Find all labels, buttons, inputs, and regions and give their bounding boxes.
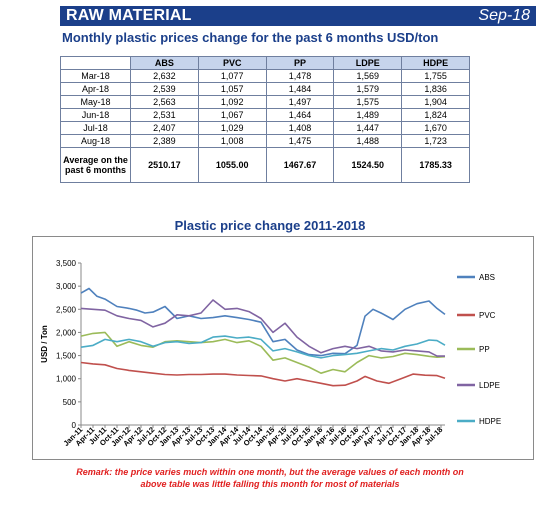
chart-frame: 0 500 1,000 1,500 2,000 2,500 3,000 3,500 USD / … [32,236,534,460]
remark-line-1: Remark: the price varies much within one… [76,467,464,477]
table-row: Mar-18 2,632 1,077 1,478 1,569 1,755 [60,69,470,83]
average-cell: 1055.00 [197,147,267,183]
price-cell: 1,029 [197,121,267,135]
average-cell: 2510.17 [130,147,199,183]
price-cell: 2,407 [130,121,199,135]
row-month: Mar-18 [60,69,131,83]
price-cell: 1,904 [401,95,470,109]
y-tick-label: 1,000 [56,375,77,384]
header-banner: RAW MATERIAL Sep-18 [60,6,536,26]
price-cell: 2,531 [130,108,199,122]
legend-label: PP [479,345,490,354]
price-cell: 1,755 [401,69,470,83]
price-cell: 1,077 [197,69,267,83]
column-header: LDPE [333,56,403,70]
row-month: Apr-18 [60,82,131,96]
price-cell: 1,497 [265,95,335,109]
y-tick-label: 3,000 [56,282,77,291]
price-cell: 1,008 [197,134,267,148]
table-row: May-18 2,563 1,092 1,497 1,575 1,904 [60,95,470,109]
table-title: Monthly plastic prices change for the pa… [62,30,439,45]
price-cell: 1,824 [401,108,470,122]
y-tick-label: 3,500 [56,259,77,268]
legend-label: PVC [479,311,496,320]
price-cell: 1,575 [333,95,403,109]
price-cell: 1,484 [265,82,335,96]
average-row: Average on the past 6 months 2510.17 1055.… [60,147,470,183]
price-cell: 1,447 [333,121,403,135]
average-cell: 1467.67 [265,147,335,183]
price-cell: 1,464 [265,108,335,122]
price-cell: 1,488 [333,134,403,148]
y-tick-label: 0 [72,421,77,430]
y-tick-label: 1,500 [56,352,77,361]
price-table: ABS PVC PP LDPE HDPE Mar-18 2,632 1,077 1,4… [60,56,470,183]
remark-line-2: above table was little falling this mont… [140,479,400,489]
price-cell: 2,389 [130,134,199,148]
table-corner-cell [60,56,131,70]
price-cell: 1,579 [333,82,403,96]
remark: Remark: the price varies much within one… [0,466,540,490]
price-cell: 1,670 [401,121,470,135]
price-cell: 2,632 [130,69,199,83]
legend-label: HDPE [479,417,501,426]
series-line-abs [80,287,446,357]
price-cell: 1,067 [197,108,267,122]
row-month: Jul-18 [60,121,131,135]
table-row: Aug-18 2,389 1,008 1,475 1,488 1,723 [60,134,470,148]
price-cell: 2,563 [130,95,199,109]
table-row: Jul-18 2,407 1,029 1,408 1,447 1,670 [60,121,470,135]
column-header: ABS [130,56,199,70]
table-header-row: ABS PVC PP LDPE HDPE [60,56,470,70]
table-row: Apr-18 2,539 1,057 1,484 1,579 1,836 [60,82,470,96]
chart-title: Plastic price change 2011-2018 [174,218,366,233]
series-line-ldpe [80,299,445,357]
y-tick-label: 2,000 [56,328,77,337]
row-month: Aug-18 [60,134,131,148]
table-row: Jun-18 2,531 1,067 1,464 1,489 1,824 [60,108,470,122]
header-date: Sep-18 [478,7,530,24]
price-cell: 1,057 [197,82,267,96]
y-tick-label: 2,500 [56,305,77,314]
row-month: Jun-18 [60,108,131,122]
average-cell: 1785.33 [401,147,470,183]
column-header: PP [265,56,335,70]
header-title: RAW MATERIAL [66,7,192,24]
legend-label: ABS [479,273,495,282]
price-cell: 1,478 [265,69,335,83]
legend-label: LDPE [479,381,500,390]
price-cell: 1,475 [265,134,335,148]
price-cell: 1,489 [333,108,403,122]
price-cell: 1,569 [333,69,403,83]
price-cell: 1,836 [401,82,470,96]
column-header: PVC [197,56,267,70]
price-cell: 2,539 [130,82,199,96]
average-label: Average on the past 6 months [60,147,131,183]
series-line-pvc [80,361,446,387]
price-cell: 1,723 [401,134,470,148]
price-cell: 1,408 [265,121,335,135]
average-cell: 1524.50 [333,147,403,183]
series-line-pp [80,331,446,374]
series-line-hdpe [80,335,446,359]
y-axis-label: USD / Ton [40,325,49,363]
line-chart: 0 500 1,000 1,500 2,000 2,500 3,000 3,500 USD / … [40,259,501,448]
column-header: HDPE [401,56,470,70]
row-month: May-18 [60,95,131,109]
price-cell: 1,092 [197,95,267,109]
y-tick-label: 500 [63,398,77,407]
